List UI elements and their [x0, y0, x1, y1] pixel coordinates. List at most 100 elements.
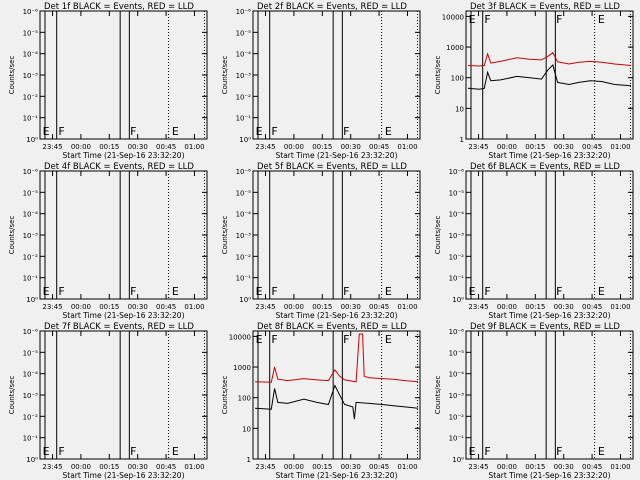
plot-frame: [252, 170, 421, 300]
y-tick-label: 1000: [446, 44, 464, 52]
x-tick-label: 00:00: [497, 143, 517, 151]
event-marker: E: [598, 445, 605, 458]
y-tick-label: 100: [238, 395, 251, 403]
series-line: [467, 52, 632, 67]
plot-frame: [465, 170, 634, 300]
y-tick-label: 10⁻²: [236, 93, 252, 101]
y-tick-label: 10⁻¹: [23, 115, 39, 123]
y-axis-label: Counts/sec: [434, 216, 442, 255]
x-tick-label: 01:00: [397, 463, 417, 471]
event-marker: F: [130, 285, 136, 298]
y-tick-label: 1000: [233, 364, 251, 372]
event-marker: F: [343, 285, 349, 298]
y-axis-label: Counts/sec: [221, 376, 229, 415]
event-marker: E: [385, 333, 392, 346]
event-marker: E: [172, 125, 179, 138]
x-tick-label: 23:45: [255, 463, 275, 471]
x-tick-label: 00:15: [525, 463, 545, 471]
y-tick-label: 10⁻¹: [236, 275, 252, 283]
y-tick-label: 10: [242, 425, 251, 433]
event-marker: F: [556, 445, 562, 458]
panel-det7: Det 7f BLACK = Events, RED = LLD Counts/s…: [8, 322, 208, 480]
x-tick-label: 00:15: [312, 303, 332, 311]
y-tick-label: 10⁻⁵: [236, 29, 252, 37]
x-axis-label: Start Time (21-Sep-16 23:32:20): [63, 151, 185, 160]
panel-title: Det 2f BLACK = Events, RED = LLD: [257, 2, 407, 12]
event-marker: E: [256, 285, 263, 298]
x-tick-label: 00:45: [369, 143, 389, 151]
series-line: [467, 64, 632, 90]
x-tick-label: 00:15: [312, 463, 332, 471]
event-marker: E: [469, 13, 476, 26]
event-marker: F: [484, 13, 490, 26]
x-tick-label: 00:00: [71, 463, 91, 471]
x-tick-label: 00:30: [128, 303, 148, 311]
panel-det1: Det 1f BLACK = Events, RED = LLD Counts/s…: [8, 2, 208, 160]
x-tick-label: 23:45: [468, 143, 488, 151]
x-tick-label: 01:00: [610, 463, 630, 471]
event-marker: F: [343, 333, 349, 346]
x-tick-label: 01:00: [184, 303, 204, 311]
y-axis-label: Counts/sec: [221, 56, 229, 95]
x-tick-label: 01:00: [397, 143, 417, 151]
y-tick-label: 10⁻⁶: [236, 168, 252, 176]
y-tick-label: 10⁻⁴: [236, 211, 252, 219]
y-tick-label: 10⁻¹: [23, 435, 39, 443]
y-tick-label: 10: [455, 105, 464, 113]
x-tick-label: 00:30: [341, 303, 361, 311]
panel-det3: Det 3f BLACK = Events, RED = LLD Counts/s…: [434, 2, 634, 160]
event-marker: F: [271, 125, 277, 138]
x-tick-label: 00:15: [525, 143, 545, 151]
panel-det9: Det 9f BLACK = Events, RED = LLD Counts/s…: [434, 322, 634, 480]
x-tick-label: 00:30: [554, 463, 574, 471]
y-tick-label: 10⁻³: [449, 392, 465, 400]
y-tick-label: 10⁻²: [23, 413, 39, 421]
x-tick-label: 00:15: [525, 303, 545, 311]
event-marker: E: [469, 445, 476, 458]
panel-det8: Det 8f BLACK = Events, RED = LLD Counts/s…: [221, 322, 421, 480]
event-marker: E: [43, 125, 50, 138]
series-line: [254, 384, 419, 420]
y-tick-label: 10⁻⁵: [449, 349, 465, 357]
x-tick-label: 01:00: [397, 303, 417, 311]
y-tick-label: 10⁻³: [236, 72, 252, 80]
plot-frame: [252, 10, 421, 140]
x-tick-label: 00:00: [284, 463, 304, 471]
x-tick-label: 00:45: [582, 143, 602, 151]
y-tick-label: 10⁻⁶: [236, 8, 252, 16]
plot-frame: [465, 10, 634, 140]
y-tick-label: 10⁰: [26, 456, 38, 464]
y-tick-label: 10⁻⁴: [236, 51, 252, 59]
panel-title: Det 4f BLACK = Events, RED = LLD: [44, 162, 194, 172]
x-axis-label: Start Time (21-Sep-16 23:32:20): [276, 151, 398, 160]
y-tick-label: 10⁻³: [23, 232, 39, 240]
y-tick-label: 10⁰: [26, 296, 38, 304]
y-tick-label: 10⁻³: [449, 232, 465, 240]
y-tick-label: 10⁻⁶: [23, 168, 39, 176]
panel-det6: Det 6f BLACK = Events, RED = LLD Counts/s…: [434, 162, 634, 320]
y-tick-label: 10⁻⁶: [23, 328, 39, 336]
x-tick-label: 00:30: [554, 303, 574, 311]
y-tick-label: 10⁻⁴: [23, 211, 39, 219]
event-marker: E: [598, 285, 605, 298]
y-tick-label: 10⁻³: [23, 392, 39, 400]
x-tick-label: 00:00: [284, 303, 304, 311]
y-tick-label: 10⁻²: [449, 253, 465, 261]
event-marker: F: [484, 285, 490, 298]
y-tick-label: 10⁻⁵: [449, 189, 465, 197]
y-tick-label: 10⁻³: [23, 72, 39, 80]
event-marker: F: [271, 333, 277, 346]
y-tick-label: 10⁻¹: [236, 115, 252, 123]
y-tick-label: 10⁻¹: [23, 275, 39, 283]
event-marker: F: [556, 13, 562, 26]
panel-title: Det 3f BLACK = Events, RED = LLD: [470, 2, 620, 12]
x-tick-label: 01:00: [184, 143, 204, 151]
event-marker: E: [385, 125, 392, 138]
x-tick-label: 00:15: [99, 303, 119, 311]
x-tick-label: 00:45: [156, 303, 176, 311]
x-axis-label: Start Time (21-Sep-16 23:32:20): [489, 151, 611, 160]
y-tick-label: 10000: [229, 333, 251, 341]
event-marker: F: [271, 285, 277, 298]
x-axis-label: Start Time (21-Sep-16 23:32:20): [489, 471, 611, 480]
x-tick-label: 23:45: [468, 303, 488, 311]
